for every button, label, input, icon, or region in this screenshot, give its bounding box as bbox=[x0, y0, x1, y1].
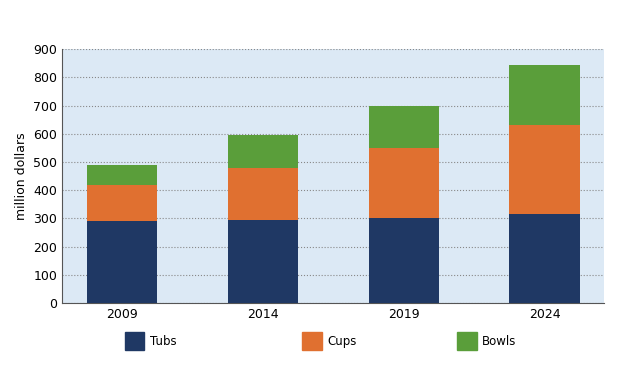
Text: Frozen Food Cups, Tubs, & Bowls Demand by Type, 2009 – 2024 (million dollars): Frozen Food Cups, Tubs, & Bowls Demand b… bbox=[5, 18, 519, 28]
Text: Cups: Cups bbox=[327, 335, 356, 348]
Bar bbox=[509, 65, 579, 126]
Bar bbox=[368, 218, 439, 303]
Y-axis label: million dollars: million dollars bbox=[15, 132, 28, 220]
Bar bbox=[87, 165, 158, 185]
Bar bbox=[87, 185, 158, 221]
Bar bbox=[509, 126, 579, 214]
Bar bbox=[228, 135, 298, 168]
Text: Bowls: Bowls bbox=[482, 335, 516, 348]
Bar bbox=[302, 332, 321, 350]
Bar bbox=[228, 168, 298, 220]
Bar bbox=[125, 332, 144, 350]
Bar bbox=[87, 221, 158, 303]
Text: Tubs: Tubs bbox=[150, 335, 176, 348]
Bar bbox=[228, 220, 298, 303]
Bar bbox=[457, 332, 477, 350]
Bar bbox=[368, 105, 439, 148]
Bar bbox=[368, 148, 439, 218]
Bar bbox=[509, 214, 579, 303]
Text: Freedonia: Freedonia bbox=[510, 66, 574, 80]
